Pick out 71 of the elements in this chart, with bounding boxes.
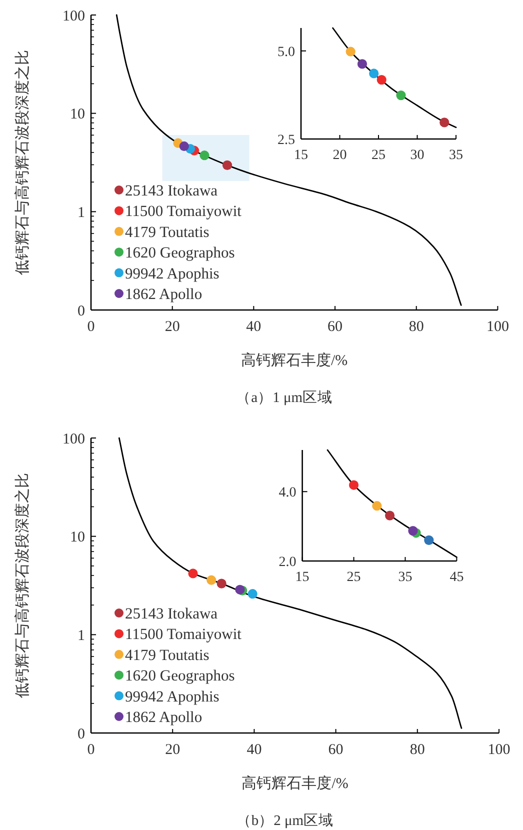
point — [346, 46, 356, 56]
legend-label: 99942 Apophis — [125, 688, 220, 706]
y-axis-title: 低钙辉石与高钙辉石波段深度之比 — [14, 50, 31, 275]
x-tick-label: 60 — [328, 319, 343, 335]
x-tick-label: 60 — [328, 742, 344, 758]
x-tick-label: 25 — [346, 570, 361, 585]
line-series — [116, 14, 462, 306]
x-tick-label: 20 — [164, 319, 180, 335]
text: （a）1 μm区域 — [236, 389, 333, 406]
y-tick-label: 10 — [70, 106, 85, 123]
y-tick-label: 2.0 — [278, 554, 296, 570]
point — [222, 160, 232, 170]
point — [357, 59, 368, 69]
legend-label: 4179 Toutatis — [125, 646, 210, 664]
x-tick-label: 30 — [410, 148, 424, 163]
text: （b）2 μm区域 — [236, 812, 334, 829]
x-tick-label: 80 — [408, 319, 424, 335]
y-tick-label: 5.0 — [278, 44, 295, 60]
point — [440, 118, 450, 128]
y-tick-label: 2.5 — [278, 132, 295, 148]
point — [188, 568, 198, 578]
point — [372, 501, 382, 511]
y-tick-label: 100 — [62, 431, 85, 448]
y-tick-label: 0 — [78, 726, 85, 742]
x-tick-label: 80 — [410, 742, 425, 758]
legend-label: 99942 Apophis — [125, 265, 220, 282]
point — [408, 526, 418, 536]
y-tick-label: 0 — [78, 303, 85, 320]
y-tick-label: 100 — [62, 8, 85, 24]
point — [396, 90, 406, 100]
x-tick-label: 35 — [398, 570, 412, 585]
point — [206, 575, 216, 585]
y-tick-label: 4.0 — [278, 486, 296, 501]
x-tick-label: 25 — [372, 148, 386, 163]
legend-label: 1862 Apollo — [125, 709, 202, 726]
x-tick-label: 100 — [486, 319, 509, 335]
y-tick-label: 1 — [78, 628, 85, 644]
line-series — [332, 27, 457, 128]
point — [424, 535, 434, 545]
x-tick-label: 45 — [450, 570, 464, 585]
legend-label: 11500 Tomaiyowit — [125, 626, 242, 644]
line-series — [118, 437, 462, 729]
x-tick-label: 15 — [294, 148, 308, 163]
x-tick-label: 40 — [246, 742, 262, 758]
y-axis-title: 低钙辉石与高钙辉石波段深度之比 — [14, 473, 31, 698]
legend-label: 1620 Geographos — [125, 244, 235, 262]
x-tick-label: 20 — [165, 742, 180, 758]
x-tick-label: 100 — [488, 742, 510, 758]
y-tick-label: 1 — [78, 204, 85, 221]
point — [248, 589, 258, 599]
point — [200, 150, 210, 160]
y-tick-label: 10 — [70, 530, 85, 546]
x-tick-label: 15 — [295, 570, 310, 585]
legend-label: 4179 Toutatis — [125, 224, 210, 241]
x-tick-label: 35 — [449, 148, 463, 163]
legend-label: 1620 Geographos — [125, 668, 235, 685]
x-tick-label: 20 — [332, 148, 347, 163]
point — [369, 68, 379, 78]
legend-label: 1862 Apollo — [125, 286, 202, 303]
legend-label: 25143 Itokawa — [125, 182, 218, 200]
legend-label: 25143 Itokawa — [125, 606, 218, 622]
point — [348, 480, 359, 490]
x-axis-title: 高钙辉石丰度/% — [241, 352, 348, 369]
point — [216, 578, 226, 588]
point — [235, 584, 245, 594]
point — [179, 141, 189, 152]
x-axis-title: 高钙辉石丰度/% — [242, 775, 348, 792]
point — [376, 75, 386, 85]
legend-label: 11500 Tomaiyowit — [125, 203, 242, 220]
point — [384, 510, 395, 520]
x-tick-label: 40 — [246, 319, 262, 335]
